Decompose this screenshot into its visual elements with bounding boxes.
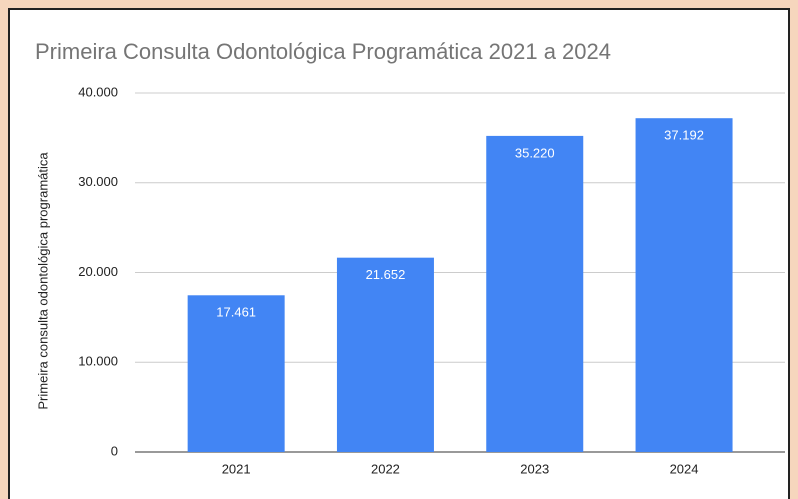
bar xyxy=(635,118,733,453)
x-tick-label: 2023 xyxy=(520,461,549,476)
y-tick-label: 20.000 xyxy=(78,264,118,279)
x-tick-label: 2024 xyxy=(670,461,699,476)
value-label: 21.652 xyxy=(366,267,406,282)
bar xyxy=(336,257,434,452)
chart-title: Primeira Consulta Odontológica Programát… xyxy=(35,39,611,64)
bar xyxy=(486,135,584,452)
y-axis-label: Primeira consulta odontológica programát… xyxy=(35,152,50,410)
y-tick-label: 40.000 xyxy=(78,84,118,99)
x-tick-label: 2021 xyxy=(222,461,251,476)
y-tick-label: 30.000 xyxy=(78,174,118,189)
value-label: 37.192 xyxy=(664,128,704,143)
x-tick-label: 2022 xyxy=(371,461,400,476)
value-label: 35.220 xyxy=(515,145,555,160)
y-tick-label: 10.000 xyxy=(78,354,118,369)
y-tick-label: 0 xyxy=(111,443,118,458)
value-label: 17.461 xyxy=(216,305,256,320)
bar xyxy=(187,295,285,452)
